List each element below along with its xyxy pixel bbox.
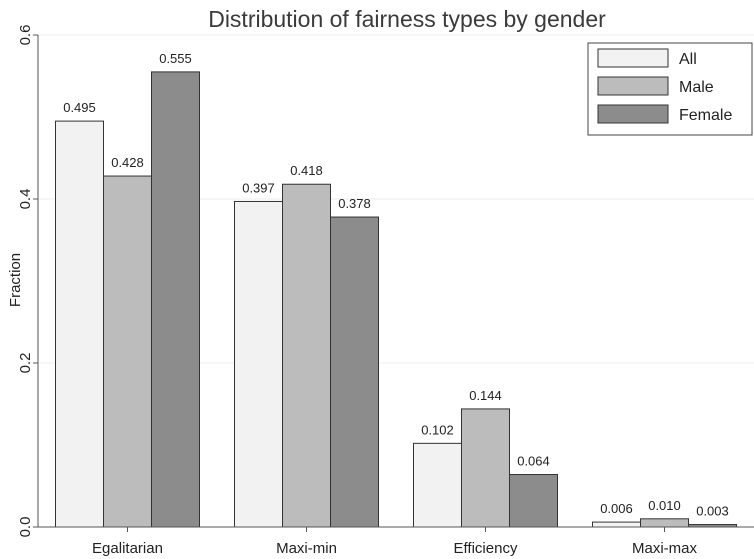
data-label: 0.555 — [159, 51, 192, 66]
data-label: 0.418 — [290, 163, 323, 178]
bar-all-2 — [413, 442, 462, 528]
y-tick-label: 0.0 — [17, 517, 34, 538]
data-label: 0.003 — [696, 504, 729, 519]
x-tick-label: Egalitarian — [92, 540, 163, 557]
bars: 0.495 0.428 0.555 0.397 0.418 0.378 0.102 0.144… — [55, 51, 737, 528]
bar-all-3 — [592, 521, 641, 528]
y-tick-label: 0.4 — [17, 189, 34, 210]
legend: All Male Female — [587, 42, 753, 136]
data-label: 0.397 — [242, 180, 275, 195]
x-tick-label: Maxi-max — [632, 540, 698, 557]
chart-title: Distribution of fairness types by gender — [208, 6, 606, 32]
bar-male-3 — [640, 518, 689, 528]
bar-male-1 — [282, 183, 331, 528]
legend-label: Male — [679, 79, 714, 96]
data-label: 0.010 — [648, 498, 681, 513]
data-label: 0.006 — [600, 501, 633, 516]
y-tick-label: 0.6 — [17, 25, 34, 46]
bar-all-0 — [55, 120, 104, 528]
data-label: 0.495 — [63, 100, 96, 115]
legend-swatch-female — [597, 104, 669, 124]
axes: 0.0 0.2 0.4 0.6 Egalitarian Maxi-min Efficienc… — [17, 25, 754, 557]
x-tick-label: Maxi-min — [276, 540, 337, 557]
bar-female-2 — [509, 474, 558, 528]
y-axis-label: Fraction — [7, 253, 24, 307]
bar-female-0 — [151, 71, 200, 528]
data-label: 0.378 — [338, 196, 371, 211]
data-label: 0.428 — [111, 155, 144, 170]
legend-label: All — [679, 51, 697, 68]
bar-all-1 — [234, 200, 283, 528]
data-label: 0.144 — [469, 388, 502, 403]
bar-female-1 — [330, 216, 379, 528]
data-label: 0.102 — [421, 422, 454, 437]
x-tick-label: Efficiency — [454, 540, 518, 557]
bar-male-2 — [461, 408, 510, 528]
legend-swatch-all — [597, 48, 669, 68]
y-tick-label: 0.2 — [17, 353, 34, 374]
legend-swatch-male — [597, 76, 669, 96]
bar-male-0 — [103, 175, 152, 528]
data-label: 0.064 — [517, 454, 550, 469]
legend-label: Female — [679, 107, 732, 124]
